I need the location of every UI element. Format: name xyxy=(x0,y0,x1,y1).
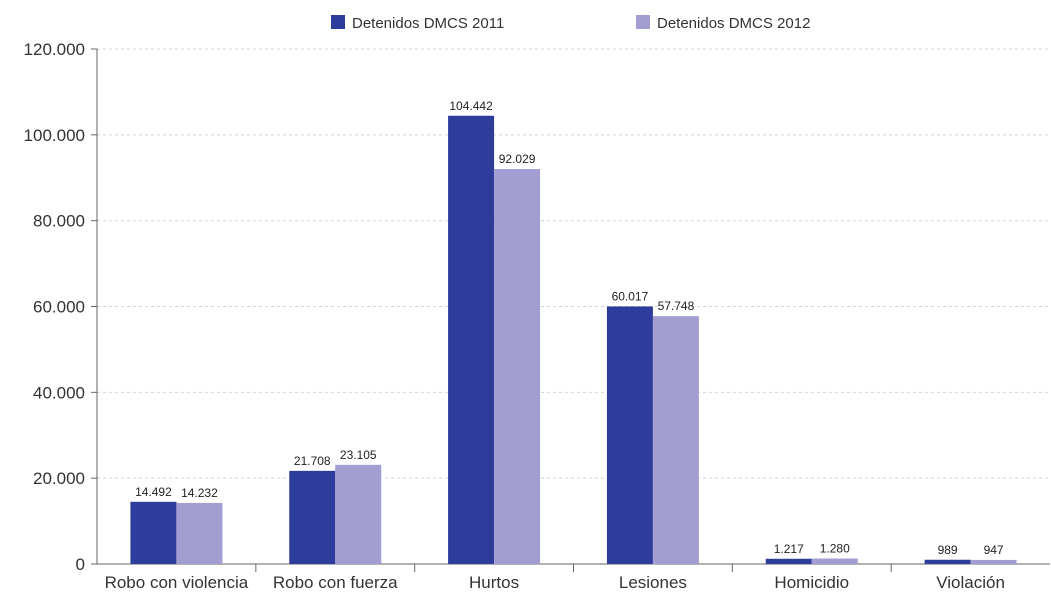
data-label: 92.029 xyxy=(499,152,536,166)
legend: Detenidos DMCS 2011 Detenidos DMCS 2012 xyxy=(331,15,810,32)
x-tick-label: Violación xyxy=(936,573,1005,592)
y-tick-label: 0 xyxy=(76,555,85,574)
data-label: 60.017 xyxy=(612,289,649,303)
x-tick-label: Hurtos xyxy=(469,573,519,592)
legend-swatch xyxy=(636,15,650,29)
bar xyxy=(494,169,541,564)
data-label: 1.280 xyxy=(820,542,850,556)
data-label: 14.232 xyxy=(181,486,218,500)
y-tick-label: 120.000 xyxy=(24,40,85,59)
data-label: 21.708 xyxy=(294,454,331,468)
data-label: 1.217 xyxy=(774,542,804,556)
bar xyxy=(448,115,495,565)
data-label: 14.492 xyxy=(135,485,172,499)
y-tick-label: 40.000 xyxy=(33,383,85,402)
x-tick-label: Robo con fuerza xyxy=(273,573,398,592)
x-tick-label: Robo con violencia xyxy=(105,573,249,592)
data-label: 57.748 xyxy=(658,299,695,313)
data-label: 104.442 xyxy=(449,99,493,113)
x-tick-label: Homicidio xyxy=(774,573,849,592)
bar xyxy=(652,316,699,564)
y-tick-label: 20.000 xyxy=(33,469,85,488)
bar xyxy=(176,502,223,564)
bar xyxy=(765,558,812,564)
bar xyxy=(970,559,1017,564)
y-tick-label: 100.000 xyxy=(24,126,85,145)
data-labels: 14.492 14.232 21.708 23.105 104.442 92.029 60.… xyxy=(135,99,1004,557)
legend-label: Detenidos DMCS 2012 xyxy=(657,15,810,32)
y-tick-label: 60.000 xyxy=(33,298,85,317)
bars xyxy=(130,115,1017,565)
bar xyxy=(606,306,653,564)
y-tick-label: 80.000 xyxy=(33,212,85,231)
x-tick-label: Lesiones xyxy=(619,573,687,592)
data-label: 989 xyxy=(938,543,958,557)
axes: 0 20.000 40.000 60.000 80.000 100.000 120.000 R… xyxy=(24,40,1050,592)
grid-lines xyxy=(97,48,1050,479)
bar xyxy=(811,558,858,564)
bar xyxy=(924,559,971,564)
legend-swatch xyxy=(331,15,345,29)
data-label: 23.105 xyxy=(340,448,377,462)
bar xyxy=(289,470,336,564)
bar xyxy=(130,501,177,564)
bar xyxy=(335,464,382,564)
legend-label: Detenidos DMCS 2011 xyxy=(352,15,504,32)
data-label: 947 xyxy=(984,543,1004,557)
